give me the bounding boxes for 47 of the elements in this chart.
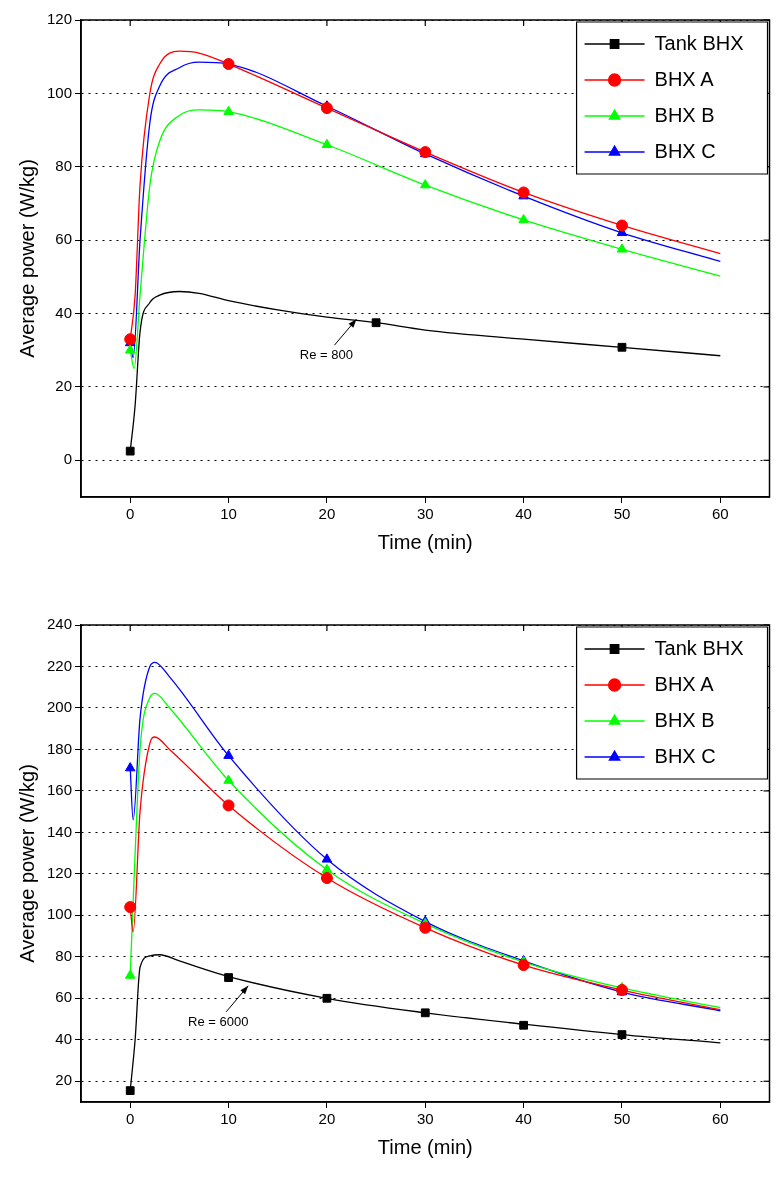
y-tick-label: 60 — [55, 988, 73, 1006]
y-tick-label: 160 — [47, 781, 73, 799]
legend-label: BHX A — [654, 672, 715, 695]
legend-label: Tank BHX — [654, 636, 744, 659]
y-tick-label: 40 — [55, 1029, 73, 1047]
y-tick-label: 0 — [63, 450, 73, 468]
y-axis-title: Average power (W/kg) — [15, 159, 38, 358]
y-tick-label: 120 — [47, 864, 73, 882]
x-tick-label: 10 — [220, 1110, 237, 1128]
x-axis-title: Time (min) — [377, 1135, 473, 1158]
y-tick-label: 220 — [47, 656, 73, 674]
legend-label: BHX B — [654, 708, 715, 731]
y-tick-label: 60 — [55, 230, 73, 248]
legend-label: BHX B — [654, 103, 715, 126]
x-tick-label: 40 — [515, 1110, 532, 1128]
legend-label: Tank BHX — [654, 31, 744, 54]
y-tick-label: 140 — [47, 822, 73, 840]
x-tick-label: 60 — [711, 1110, 729, 1128]
y-tick-label: 80 — [55, 156, 73, 174]
x-tick-label: 60 — [711, 505, 729, 523]
y-tick-label: 200 — [47, 698, 73, 716]
x-tick-label: 0 — [126, 1110, 135, 1128]
x-tick-label: 40 — [515, 505, 532, 523]
x-tick-label: 10 — [220, 505, 237, 523]
annotation: Re = 800 — [299, 347, 353, 363]
x-tick-label: 30 — [416, 1110, 434, 1128]
x-tick-label: 20 — [318, 1110, 336, 1128]
y-axis-title: Average power (W/kg) — [15, 764, 38, 963]
y-tick-label: 100 — [47, 905, 73, 923]
x-tick-label: 50 — [613, 1110, 631, 1128]
y-tick-label: 120 — [47, 10, 73, 28]
y-tick-label: 80 — [55, 946, 73, 964]
legend-label: BHX C — [654, 139, 716, 162]
x-tick-label: 30 — [416, 505, 434, 523]
y-tick-label: 240 — [47, 615, 73, 633]
y-tick-label: 20 — [55, 1071, 73, 1089]
legend-label: BHX A — [654, 67, 715, 90]
x-tick-label: 20 — [318, 505, 336, 523]
y-tick-label: 40 — [55, 303, 73, 321]
y-tick-label: 100 — [47, 83, 73, 101]
legend-label: BHX C — [654, 744, 716, 767]
x-tick-label: 0 — [126, 505, 135, 523]
x-axis-title: Time (min) — [377, 530, 473, 553]
annotation: Re = 6000 — [188, 1013, 249, 1029]
y-tick-label: 180 — [47, 739, 73, 757]
x-tick-label: 50 — [613, 505, 631, 523]
y-tick-label: 20 — [55, 377, 73, 395]
